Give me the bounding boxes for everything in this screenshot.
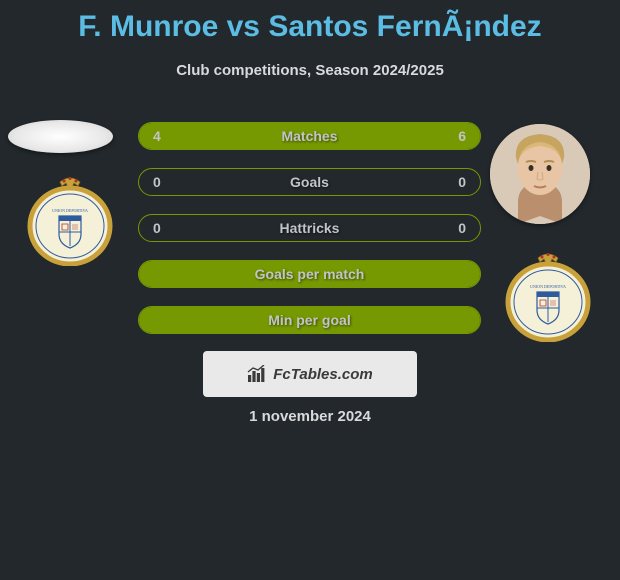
stat-row: Goals per match <box>138 260 481 288</box>
player2-club-badge: UNION DEPORTIVA <box>498 252 598 342</box>
stat-label: Goals <box>139 169 480 195</box>
player2-avatar <box>490 124 590 224</box>
player1-club-badge: UNION DEPORTIVA <box>20 176 120 266</box>
stat-row: 4 6 Matches <box>138 122 481 150</box>
subtitle: Club competitions, Season 2024/2025 <box>0 62 620 79</box>
stat-row: Min per goal <box>138 306 481 334</box>
stat-row: 0 0 Goals <box>138 168 481 196</box>
stat-label: Min per goal <box>139 307 480 333</box>
svg-text:UNION DEPORTIVA: UNION DEPORTIVA <box>530 284 566 289</box>
page-title: F. Munroe vs Santos FernÃ¡ndez <box>0 0 620 44</box>
bars-icon <box>247 365 269 383</box>
stats-panel: 4 6 Matches 0 0 Goals 0 0 Hattricks Goal… <box>138 122 481 352</box>
stat-row: 0 0 Hattricks <box>138 214 481 242</box>
attribution-badge: FcTables.com <box>203 351 417 397</box>
svg-text:UNION DEPORTIVA: UNION DEPORTIVA <box>52 208 88 213</box>
stat-label: Matches <box>139 123 480 149</box>
attribution-text: FcTables.com <box>273 366 372 383</box>
stat-label: Goals per match <box>139 261 480 287</box>
stat-label: Hattricks <box>139 215 480 241</box>
player1-avatar <box>8 120 113 153</box>
date-text: 1 november 2024 <box>0 408 620 425</box>
